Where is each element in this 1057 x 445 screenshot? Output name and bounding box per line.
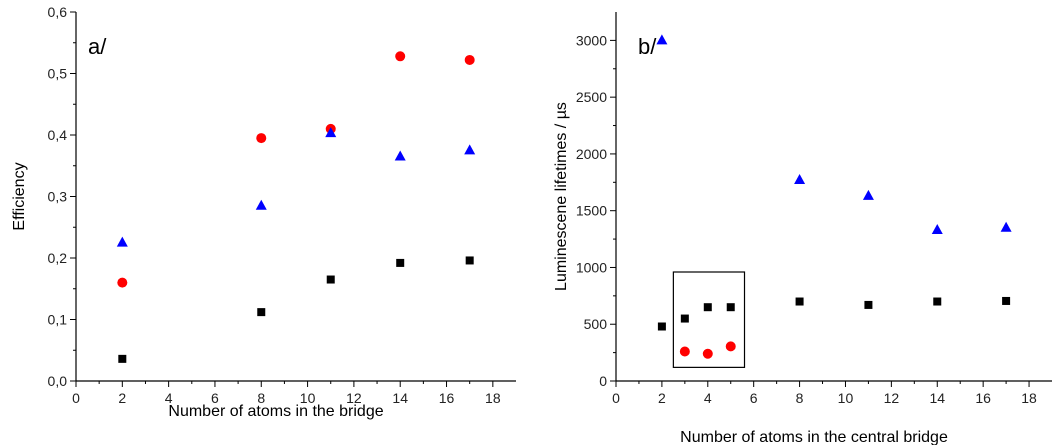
a-x-tick-label: 12 bbox=[346, 390, 362, 406]
b-circle-point bbox=[702, 348, 713, 359]
a-y-axis-title: Efficiency bbox=[11, 162, 28, 230]
b-x-tick-label: 6 bbox=[750, 390, 758, 406]
b-y-tick-label: 1500 bbox=[576, 203, 607, 219]
b-square-point bbox=[680, 314, 689, 323]
a-triangle-point bbox=[116, 236, 128, 247]
a-y-tick-label: 0,0 bbox=[48, 373, 68, 389]
b-panel-label: b/ bbox=[638, 34, 657, 59]
a-panel-label: a/ bbox=[88, 34, 107, 59]
b-y-tick-label: 0 bbox=[599, 373, 607, 389]
b-y-tick-label: 2500 bbox=[576, 89, 607, 105]
b-x-tick-label: 8 bbox=[796, 390, 804, 406]
b-triangle-point bbox=[862, 189, 874, 200]
a-x-tick-label: 0 bbox=[72, 390, 80, 406]
a-square-point bbox=[118, 354, 127, 363]
a-x-tick-label: 8 bbox=[257, 390, 265, 406]
b-x-tick-label: 4 bbox=[704, 390, 712, 406]
b-y-tick-label: 500 bbox=[584, 316, 608, 332]
b-x-tick-label: 14 bbox=[929, 390, 945, 406]
a-y-tick-label: 0,1 bbox=[48, 312, 68, 328]
a-triangle-point bbox=[325, 127, 337, 138]
b-triangle-point bbox=[1000, 221, 1012, 232]
a-y-tick-label: 0,5 bbox=[48, 66, 68, 82]
b-triangle-point bbox=[656, 34, 668, 45]
a-y-tick-label: 0,6 bbox=[48, 4, 68, 20]
b-square-point bbox=[657, 322, 666, 331]
a-square-point bbox=[257, 308, 266, 317]
b-square-point bbox=[795, 297, 804, 306]
b-square-point bbox=[1002, 296, 1011, 305]
panel-b-lifetimes-chart: 0 2 4 6 8 10 12 14 16 18 0 500 1000 1500 2000 2500 3000 N… bbox=[553, 12, 1052, 445]
a-square-point bbox=[396, 258, 405, 267]
b-y-tick-label: 1000 bbox=[576, 259, 607, 275]
a-circle-point bbox=[464, 54, 475, 65]
a-y-tick-label: 0,3 bbox=[48, 189, 68, 205]
b-x-tick-label: 16 bbox=[975, 390, 991, 406]
a-triangle-point bbox=[394, 150, 406, 161]
b-square-point bbox=[703, 303, 712, 312]
panel-a-efficiency-chart: 0 2 4 6 8 10 12 14 16 18 0,0 0,1 0,2 0,3 0,4 0,5 0,6 Numb… bbox=[11, 4, 516, 420]
b-highlight-box bbox=[672, 271, 746, 368]
b-x-axis-title: Number of atoms in the central bridge bbox=[680, 429, 948, 445]
b-y-tick-label: 3000 bbox=[576, 32, 607, 48]
a-x-tick-label: 18 bbox=[485, 390, 501, 406]
a-square-point bbox=[326, 275, 335, 284]
b-x-tick-label: 2 bbox=[658, 390, 666, 406]
a-circle-point bbox=[117, 277, 128, 288]
b-square-point bbox=[933, 297, 942, 306]
a-x-tick-label: 6 bbox=[211, 390, 219, 406]
a-x-axis-title: Number of atoms in the bridge bbox=[168, 403, 383, 420]
b-square-point bbox=[864, 300, 873, 309]
b-triangle-point bbox=[931, 223, 943, 234]
b-x-tick-label: 0 bbox=[612, 390, 620, 406]
b-y-tick-label: 2000 bbox=[576, 146, 607, 162]
a-y-tick-label: 0,2 bbox=[48, 250, 68, 266]
a-x-tick-label: 10 bbox=[300, 390, 316, 406]
a-x-tick-label: 4 bbox=[165, 390, 173, 406]
b-x-tick-label: 12 bbox=[884, 390, 900, 406]
b-x-tick-label: 10 bbox=[838, 390, 854, 406]
b-y-axis-title: Luminescene lifetimes / µs bbox=[553, 102, 570, 291]
a-x-tick-label: 2 bbox=[118, 390, 126, 406]
b-circle-point bbox=[679, 346, 690, 357]
a-y-tick-label: 0,4 bbox=[48, 127, 68, 143]
a-x-tick-label: 14 bbox=[392, 390, 408, 406]
a-x-tick-label: 16 bbox=[439, 390, 455, 406]
b-square-point bbox=[726, 303, 735, 312]
b-triangle-point bbox=[794, 174, 806, 185]
a-triangle-point bbox=[255, 199, 267, 210]
a-circle-point bbox=[395, 51, 406, 62]
a-square-point bbox=[465, 256, 474, 265]
a-triangle-point bbox=[464, 144, 476, 155]
b-circle-point bbox=[725, 341, 736, 352]
a-circle-point bbox=[256, 133, 267, 144]
b-x-tick-label: 18 bbox=[1021, 390, 1037, 406]
